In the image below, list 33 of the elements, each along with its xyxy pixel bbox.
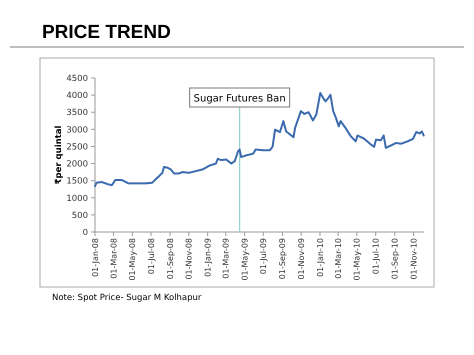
- x-tick-label: 01-May-09: [240, 238, 250, 281]
- y-tick-label: 4500: [66, 74, 88, 84]
- x-tick-label: 01-Sep-08: [166, 238, 175, 280]
- x-tick-label: 01-May-08: [128, 238, 138, 281]
- chart-title: PRICE TREND: [42, 22, 171, 43]
- text: Note: Spot Price- Sugar M Kolhapur: [52, 293, 202, 303]
- x-tick-label: 01-Jul-08: [146, 238, 156, 274]
- x-tick-label: 01-Sep-10: [390, 238, 400, 280]
- y-tick-label: 500: [72, 210, 88, 221]
- x-tick-label: 01-Nov-08: [184, 238, 194, 280]
- x-tick-label: 01-Jan-08: [90, 238, 100, 277]
- line-series: [94, 92, 425, 188]
- x-tick-label: 01-Jan-09: [203, 238, 212, 277]
- x-tick-label: 01-Mar-08: [109, 238, 118, 279]
- y-tick-label: 3500: [66, 108, 88, 118]
- x-tick-label: 01-Sep-09: [278, 238, 288, 280]
- x-tick-label: 01-Mar-10: [334, 238, 343, 279]
- y-tick-label: 4000: [66, 91, 88, 102]
- y-tick-label: 2000: [66, 160, 88, 170]
- x-tick-label: 01-Jan-10: [316, 238, 325, 277]
- y-axis-title: ₹per quintal: [54, 126, 64, 184]
- x-tick-label: 01-Nov-10: [409, 238, 418, 280]
- y-tick-label: 3000: [66, 125, 88, 136]
- x-tick-label: 01-Nov-09: [297, 238, 306, 280]
- y-tick-label: 0: [82, 228, 88, 238]
- x-tick-label: 01-Mar-09: [222, 238, 231, 279]
- x-tick-label: 01-Jul-10: [371, 238, 380, 274]
- y-tick-label: 1000: [66, 194, 88, 204]
- x-tick-label: 01-May-10: [352, 238, 362, 281]
- y-tick-label: 2500: [66, 142, 88, 152]
- y-tick-label: 1500: [66, 176, 88, 187]
- x-tick-label: 01-Jul-09: [259, 238, 268, 274]
- ref-line-label: Sugar Futures Ban: [194, 94, 286, 104]
